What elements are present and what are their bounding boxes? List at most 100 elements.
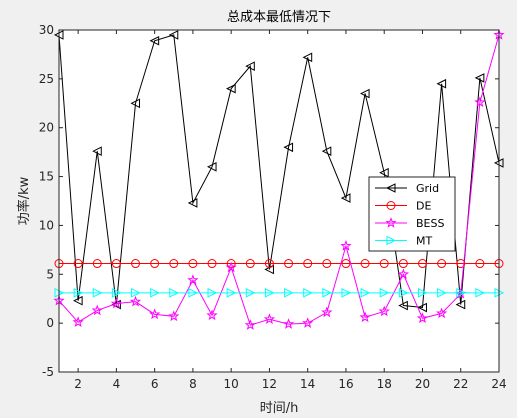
data-point-de xyxy=(437,259,447,269)
data-point-grid xyxy=(302,52,313,63)
data-point-de xyxy=(169,259,179,269)
data-point-de xyxy=(188,259,198,269)
data-point-mt xyxy=(111,288,122,298)
x-tick-label: 10 xyxy=(224,377,239,391)
data-point-grid xyxy=(321,146,332,156)
data-point-mt xyxy=(245,288,256,298)
data-point-de xyxy=(150,259,160,269)
legend-box xyxy=(368,176,456,252)
data-point-de xyxy=(111,259,121,269)
data-point-de xyxy=(417,259,427,269)
data-point-grid xyxy=(474,73,485,83)
data-point-bess xyxy=(225,261,237,273)
data-point-bess xyxy=(378,305,390,317)
data-point-bess xyxy=(91,304,103,316)
data-point-grid xyxy=(455,299,466,310)
data-point-bess xyxy=(397,268,409,280)
data-point-grid xyxy=(417,302,427,313)
data-point-mt xyxy=(398,288,409,298)
data-point-grid xyxy=(379,167,389,178)
data-point-de xyxy=(207,259,217,269)
legend: Grid DE BESS MT xyxy=(368,176,456,252)
data-point-bess xyxy=(129,295,142,307)
legend-label-mt: MT xyxy=(416,235,432,248)
data-point-mt xyxy=(475,288,485,298)
legend-marker-de xyxy=(386,201,396,210)
y-tick-label: 15 xyxy=(39,170,54,184)
data-point-grid xyxy=(149,35,160,46)
y-tick-label: -5 xyxy=(42,365,54,379)
data-point-mt xyxy=(92,288,103,298)
data-point-de xyxy=(73,259,83,269)
data-point-grid xyxy=(187,198,198,208)
data-point-mt xyxy=(417,288,428,298)
x-tick-label: 16 xyxy=(338,377,353,391)
data-point-de xyxy=(322,259,332,269)
data-point-bess xyxy=(263,313,276,325)
data-point-grid xyxy=(283,142,294,153)
data-point-mt xyxy=(188,288,199,298)
series-line-grid xyxy=(58,34,500,309)
data-point-mt xyxy=(131,288,141,298)
data-point-grid xyxy=(436,78,447,89)
y-tick-label: 30 xyxy=(39,23,54,37)
data-point-grid xyxy=(73,295,83,306)
data-point-bess xyxy=(340,240,352,251)
data-point-grid xyxy=(245,61,255,71)
data-point-bess xyxy=(244,319,256,330)
x-tick-label: 18 xyxy=(377,377,392,391)
data-point-de xyxy=(379,259,389,269)
data-point-mt xyxy=(73,288,84,298)
data-point-mt xyxy=(169,288,179,298)
chart-title: 总成本最低情况下 xyxy=(227,10,331,25)
data-point-de xyxy=(284,259,294,269)
x-tick-label: 8 xyxy=(189,377,197,391)
data-point-de xyxy=(456,259,466,269)
data-point-bess xyxy=(474,96,486,108)
x-tick-label: 2 xyxy=(74,377,82,391)
data-point-mt xyxy=(303,288,313,298)
data-point-grid xyxy=(206,161,217,172)
data-point-de xyxy=(360,259,370,269)
data-point-mt xyxy=(150,288,160,298)
legend-label-grid: Grid xyxy=(416,182,439,195)
data-point-de xyxy=(341,259,351,269)
data-point-mt xyxy=(322,288,332,298)
data-point-mt xyxy=(379,288,390,298)
data-point-mt xyxy=(207,288,218,298)
x-tick-label: 4 xyxy=(113,377,121,391)
y-tick-label: 10 xyxy=(39,218,54,232)
data-point-bess xyxy=(359,311,371,323)
y-tick-label: 0 xyxy=(46,316,54,330)
data-point-bess xyxy=(435,307,448,319)
axes-box xyxy=(58,29,500,373)
data-point-mt xyxy=(226,288,237,298)
data-point-mt xyxy=(456,288,466,298)
data-point-mt xyxy=(360,288,371,298)
data-point-bess xyxy=(72,316,84,327)
data-point-bess xyxy=(110,297,123,309)
x-tick-label: 14 xyxy=(300,377,315,391)
legend-label-bess: BESS xyxy=(416,217,444,230)
data-point-grid xyxy=(226,83,236,94)
y-tick-label: 5 xyxy=(46,267,54,281)
x-tick-label: 6 xyxy=(151,377,159,391)
legend-marker-mt xyxy=(386,235,397,246)
data-point-de xyxy=(303,259,313,269)
x-tick-label: 12 xyxy=(262,377,277,391)
chart-marks xyxy=(53,28,505,330)
legend-marker-bess xyxy=(385,217,397,228)
x-tick-label: 22 xyxy=(453,377,468,391)
data-point-grid xyxy=(168,30,179,40)
data-point-mt xyxy=(437,288,447,298)
data-point-bess xyxy=(302,317,314,328)
data-point-grid xyxy=(359,88,370,99)
x-axis-title: 时间/h xyxy=(260,401,299,416)
data-point-bess xyxy=(321,306,333,318)
legend-label-de: DE xyxy=(416,200,431,213)
data-point-grid xyxy=(111,299,121,310)
x-tick-label: 20 xyxy=(415,377,430,391)
data-point-grid xyxy=(340,193,351,203)
